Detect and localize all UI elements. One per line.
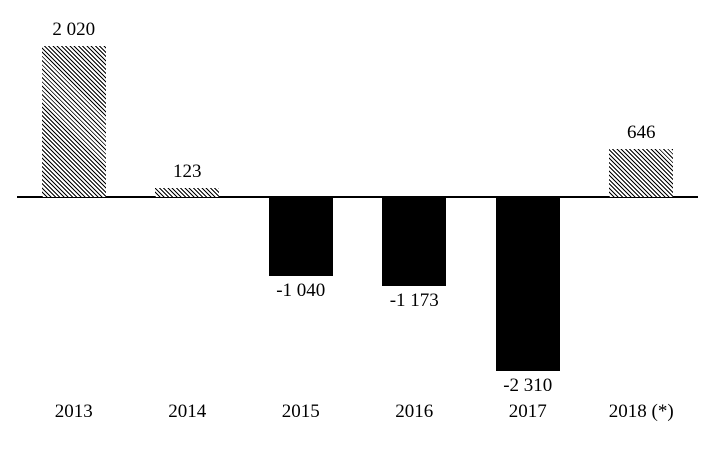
bar-2017 (495, 198, 560, 371)
category-label-4: 2017 (508, 401, 547, 422)
bar-2018 (609, 148, 674, 197)
category-label-1: 2014 (168, 401, 207, 422)
value-label-5: 646 (627, 121, 656, 143)
value-label-4: -2 310 (503, 374, 553, 396)
value-label-2: -1 040 (276, 279, 326, 301)
category-label-0: 2013 (54, 401, 93, 422)
bar-2013 (41, 46, 106, 197)
value-label-3: -1 173 (389, 289, 439, 311)
category-label-3: 2016 (395, 401, 434, 422)
category-label-2: 2015 (281, 401, 320, 422)
bar-2016 (382, 198, 447, 286)
bar-2014 (155, 187, 220, 197)
x-axis-line (17, 196, 698, 198)
value-label-1: 123 (173, 160, 202, 182)
bar-2015 (268, 198, 333, 276)
category-label-5: 2018 (*) (608, 401, 674, 422)
value-label-0: 2 020 (52, 19, 96, 41)
